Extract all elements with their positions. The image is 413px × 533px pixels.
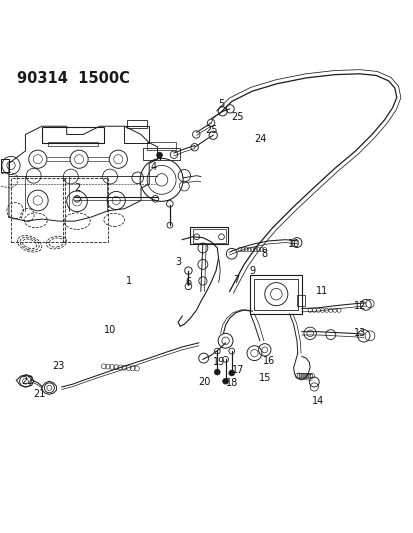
Bar <box>147 142 176 150</box>
Text: 3: 3 <box>175 257 181 268</box>
Text: 13: 13 <box>353 327 365 337</box>
Text: 25: 25 <box>231 112 244 122</box>
Bar <box>62 178 108 242</box>
Text: 15: 15 <box>258 373 270 383</box>
Bar <box>296 295 304 306</box>
Text: 11: 11 <box>316 286 328 296</box>
Text: 22: 22 <box>21 376 34 386</box>
Text: 10: 10 <box>104 326 116 335</box>
Bar <box>48 142 97 146</box>
Text: 7: 7 <box>232 274 238 285</box>
Bar <box>250 274 301 314</box>
Text: 20: 20 <box>198 377 211 387</box>
Bar <box>192 229 225 243</box>
Bar <box>143 149 180 160</box>
Text: 12: 12 <box>353 301 365 311</box>
Bar <box>190 227 227 244</box>
Text: 4: 4 <box>150 163 156 173</box>
Text: 16: 16 <box>262 357 274 366</box>
Text: 5: 5 <box>218 99 224 109</box>
Text: 6: 6 <box>185 277 191 287</box>
Text: 24: 24 <box>254 134 266 144</box>
Text: 10: 10 <box>287 239 299 249</box>
Text: 19: 19 <box>213 357 225 367</box>
Text: 14: 14 <box>311 395 324 406</box>
Circle shape <box>214 369 220 375</box>
Text: 90314  1500C: 90314 1500C <box>17 70 130 85</box>
Text: 25: 25 <box>204 125 217 135</box>
Bar <box>11 178 64 242</box>
Text: 21: 21 <box>33 389 46 399</box>
Bar <box>126 120 147 128</box>
Circle shape <box>156 152 162 158</box>
Bar <box>42 127 104 143</box>
Text: 17: 17 <box>231 365 244 375</box>
Bar <box>124 126 149 143</box>
Bar <box>254 279 297 310</box>
Text: 8: 8 <box>261 249 267 259</box>
Text: 2: 2 <box>74 183 80 193</box>
Text: 18: 18 <box>225 378 237 388</box>
Circle shape <box>222 378 228 384</box>
Text: 1: 1 <box>125 276 131 286</box>
Text: 9: 9 <box>249 266 255 277</box>
Circle shape <box>228 370 234 376</box>
Text: 23: 23 <box>52 361 64 372</box>
